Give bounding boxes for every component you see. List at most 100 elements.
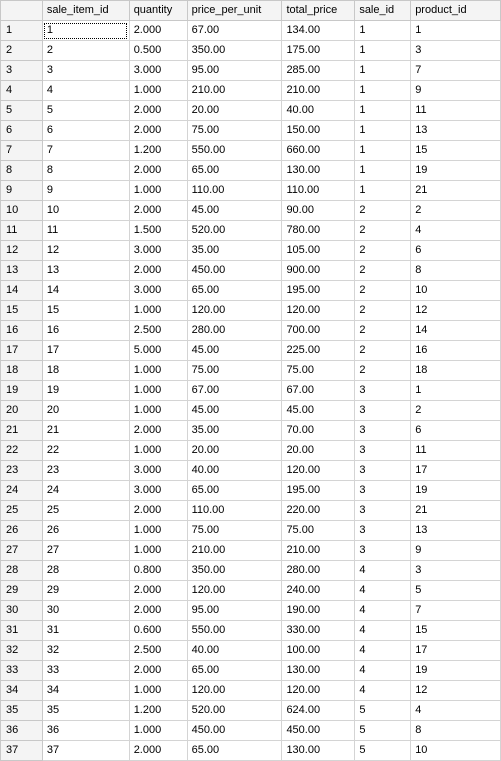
- total-price-cell[interactable]: 285.00: [281, 60, 356, 81]
- total-price-cell[interactable]: 130.00: [281, 160, 356, 181]
- total-price-cell[interactable]: 660.00: [281, 140, 356, 161]
- price-per-unit-cell[interactable]: 35.00: [186, 240, 283, 261]
- row-number[interactable]: 4: [0, 80, 43, 101]
- sale-id-cell[interactable]: 2: [354, 320, 412, 341]
- sale-item-id-cell[interactable]: 5: [41, 100, 130, 121]
- product-id-cell[interactable]: 16: [410, 340, 501, 361]
- quantity-cell[interactable]: 2.000: [128, 160, 188, 181]
- row-number[interactable]: 17: [0, 340, 43, 361]
- sale-item-id-cell[interactable]: 27: [41, 540, 130, 561]
- sale-id-cell[interactable]: 3: [354, 480, 412, 501]
- quantity-cell[interactable]: 0.500: [128, 40, 188, 61]
- quantity-cell[interactable]: 2.000: [128, 260, 188, 281]
- sale-id-cell[interactable]: 3: [354, 440, 412, 461]
- table-row[interactable]: 8 8 2.000 65.00 130.00 1 19: [0, 160, 501, 181]
- sale-id-cell[interactable]: 4: [354, 600, 412, 621]
- product-id-cell[interactable]: 4: [410, 700, 501, 721]
- column-header-product-id[interactable]: product_id: [410, 0, 501, 21]
- price-per-unit-cell[interactable]: 65.00: [186, 480, 283, 501]
- price-per-unit-cell[interactable]: 75.00: [186, 120, 283, 141]
- total-price-cell[interactable]: 210.00: [281, 540, 356, 561]
- sale-id-cell[interactable]: 3: [354, 520, 412, 541]
- sale-item-id-cell[interactable]: 3: [41, 60, 130, 81]
- row-number[interactable]: 13: [0, 260, 43, 281]
- row-number[interactable]: 21: [0, 420, 43, 441]
- product-id-cell[interactable]: 2: [410, 400, 501, 421]
- row-number[interactable]: 11: [0, 220, 43, 241]
- table-row[interactable]: 19 19 1.000 67.00 67.00 3 1: [0, 380, 501, 401]
- sale-id-cell[interactable]: 1: [354, 40, 412, 61]
- sale-item-id-cell[interactable]: 2: [41, 40, 130, 61]
- table-row[interactable]: 23 23 3.000 40.00 120.00 3 17: [0, 460, 501, 481]
- table-row[interactable]: 7 7 1.200 550.00 660.00 1 15: [0, 140, 501, 161]
- quantity-cell[interactable]: 1.500: [128, 220, 188, 241]
- sale-item-id-cell[interactable]: 1: [41, 20, 130, 41]
- total-price-cell[interactable]: 330.00: [281, 620, 356, 641]
- product-id-cell[interactable]: 19: [410, 480, 501, 501]
- sale-item-id-cell[interactable]: 20: [41, 400, 130, 421]
- table-row[interactable]: 13 13 2.000 450.00 900.00 2 8: [0, 260, 501, 281]
- quantity-cell[interactable]: 1.000: [128, 400, 188, 421]
- total-price-cell[interactable]: 900.00: [281, 260, 356, 281]
- sale-item-id-cell[interactable]: 14: [41, 280, 130, 301]
- sale-id-cell[interactable]: 5: [354, 720, 412, 741]
- sale-item-id-cell[interactable]: 24: [41, 480, 130, 501]
- quantity-cell[interactable]: 1.000: [128, 720, 188, 741]
- product-id-cell[interactable]: 13: [410, 120, 501, 141]
- quantity-cell[interactable]: 2.500: [128, 320, 188, 341]
- quantity-cell[interactable]: 3.000: [128, 60, 188, 81]
- product-id-cell[interactable]: 17: [410, 640, 501, 661]
- total-price-cell[interactable]: 100.00: [281, 640, 356, 661]
- price-per-unit-cell[interactable]: 95.00: [186, 60, 283, 81]
- table-row[interactable]: 29 29 2.000 120.00 240.00 4 5: [0, 580, 501, 601]
- sale-item-id-cell[interactable]: 28: [41, 560, 130, 581]
- sale-id-cell[interactable]: 1: [354, 60, 412, 81]
- total-price-cell[interactable]: 45.00: [281, 400, 356, 421]
- table-row[interactable]: 37 37 2.000 65.00 130.00 5 10: [0, 740, 501, 761]
- sale-item-id-cell[interactable]: 32: [41, 640, 130, 661]
- quantity-cell[interactable]: 2.000: [128, 20, 188, 41]
- total-price-cell[interactable]: 195.00: [281, 280, 356, 301]
- total-price-cell[interactable]: 450.00: [281, 720, 356, 741]
- product-id-cell[interactable]: 19: [410, 160, 501, 181]
- product-id-cell[interactable]: 7: [410, 60, 501, 81]
- quantity-cell[interactable]: 2.000: [128, 100, 188, 121]
- price-per-unit-cell[interactable]: 350.00: [186, 560, 283, 581]
- row-number[interactable]: 35: [0, 700, 43, 721]
- product-id-cell[interactable]: 2: [410, 200, 501, 221]
- price-per-unit-cell[interactable]: 40.00: [186, 460, 283, 481]
- total-price-cell[interactable]: 90.00: [281, 200, 356, 221]
- price-per-unit-cell[interactable]: 75.00: [186, 520, 283, 541]
- table-row[interactable]: 35 35 1.200 520.00 624.00 5 4: [0, 700, 501, 721]
- total-price-cell[interactable]: 120.00: [281, 460, 356, 481]
- sale-id-cell[interactable]: 4: [354, 580, 412, 601]
- product-id-cell[interactable]: 1: [410, 20, 501, 41]
- product-id-cell[interactable]: 8: [410, 260, 501, 281]
- sale-id-cell[interactable]: 3: [354, 540, 412, 561]
- row-number[interactable]: 6: [0, 120, 43, 141]
- table-row[interactable]: 4 4 1.000 210.00 210.00 1 9: [0, 80, 501, 101]
- total-price-cell[interactable]: 195.00: [281, 480, 356, 501]
- product-id-cell[interactable]: 18: [410, 360, 501, 381]
- total-price-cell[interactable]: 120.00: [281, 300, 356, 321]
- table-row[interactable]: 27 27 1.000 210.00 210.00 3 9: [0, 540, 501, 561]
- product-id-cell[interactable]: 12: [410, 300, 501, 321]
- sale-item-id-cell[interactable]: 22: [41, 440, 130, 461]
- sale-item-id-cell[interactable]: 25: [41, 500, 130, 521]
- sale-id-cell[interactable]: 5: [354, 740, 412, 761]
- price-per-unit-cell[interactable]: 120.00: [186, 300, 283, 321]
- column-header-price-per-unit[interactable]: price_per_unit: [186, 0, 283, 21]
- product-id-cell[interactable]: 8: [410, 720, 501, 741]
- price-per-unit-cell[interactable]: 45.00: [186, 340, 283, 361]
- sale-item-id-cell[interactable]: 15: [41, 300, 130, 321]
- quantity-cell[interactable]: 2.000: [128, 420, 188, 441]
- table-row[interactable]: 14 14 3.000 65.00 195.00 2 10: [0, 280, 501, 301]
- sale-item-id-cell[interactable]: 31: [41, 620, 130, 641]
- row-number[interactable]: 36: [0, 720, 43, 741]
- sale-item-id-cell[interactable]: 12: [41, 240, 130, 261]
- sale-item-id-cell[interactable]: 9: [41, 180, 130, 201]
- quantity-cell[interactable]: 2.000: [128, 660, 188, 681]
- column-header-sale-id[interactable]: sale_id: [354, 0, 412, 21]
- sale-id-cell[interactable]: 1: [354, 20, 412, 41]
- table-row[interactable]: 18 18 1.000 75.00 75.00 2 18: [0, 360, 501, 381]
